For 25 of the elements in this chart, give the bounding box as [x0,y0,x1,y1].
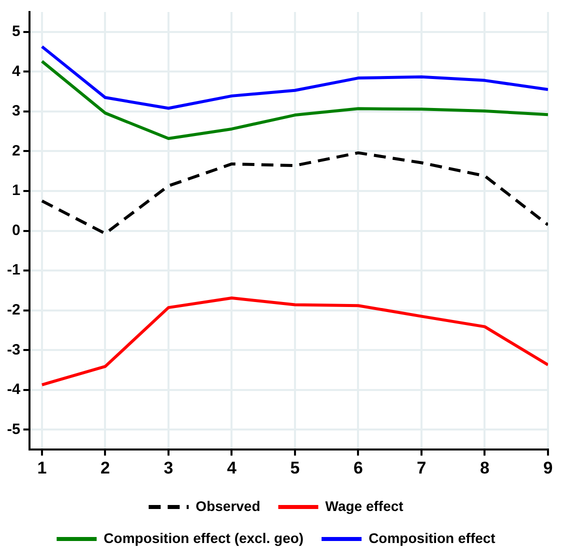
y-tick-label: -4 [6,381,21,398]
x-tick-label: 8 [480,458,490,478]
legend-label: Wage effect [325,498,404,514]
x-tick-label: 9 [543,458,553,478]
y-tick-label: -2 [6,302,20,319]
legend-label: Composition effect [368,530,496,546]
legend-label: Observed [196,498,260,514]
y-tick-label: 1 [12,182,20,200]
y-tick-label: 2 [12,142,20,160]
y-tick-label: 3 [12,102,20,120]
x-tick-label: 2 [100,458,110,478]
x-tick-label: 1 [37,458,47,478]
y-tick-label: 0 [12,222,20,239]
line-series [40,151,548,236]
x-tick-label: 5 [290,458,300,478]
x-tick-label: 3 [164,458,174,478]
x-tick-label: 4 [227,458,238,478]
x-tick-label: 7 [416,458,426,478]
y-tick-label: -3 [6,341,20,358]
y-tick-label: 4 [12,62,21,80]
y-tick-label: -1 [6,262,20,279]
x-tick-label: 6 [354,458,363,478]
legend-label: Composition effect (excl. geo) [104,530,304,546]
y-tick-label: -5 [6,420,20,438]
y-tick-label: 5 [12,23,20,40]
